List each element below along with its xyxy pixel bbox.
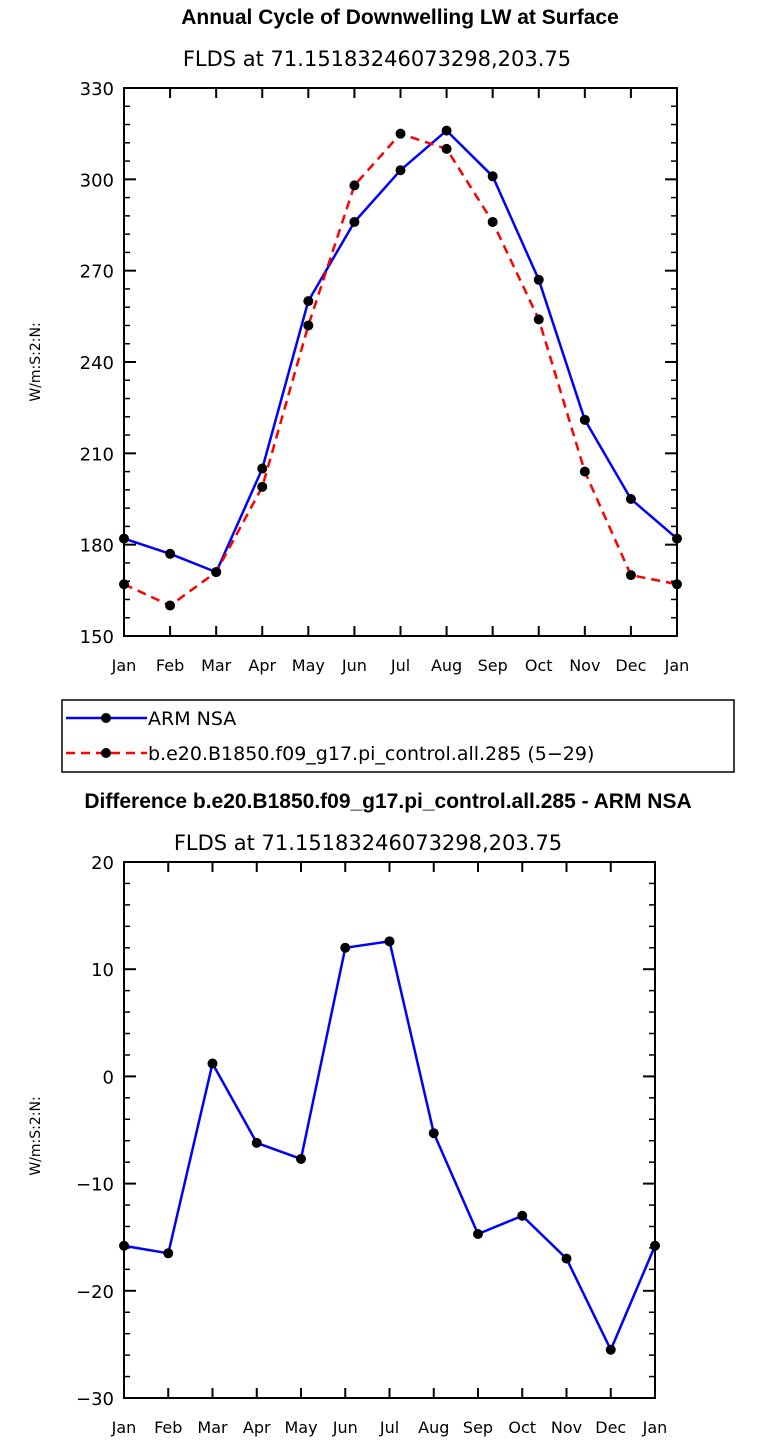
legend-label-model: b.e20.B1850.f09_g17.pi_control.all.285 (… (148, 743, 594, 765)
chart1-series-1-point (672, 579, 682, 590)
chart1-series-0-point (395, 165, 406, 176)
legend-entry-model: b.e20.B1850.f09_g17.pi_control.all.285 (… (66, 743, 594, 765)
chart1-ylabel: W/m:S:2:N: (28, 322, 44, 401)
chart2-xtick-label: Apr (243, 1418, 271, 1437)
chart1-ytick-label: 210 (80, 444, 114, 465)
chart1-ytick-label: 240 (80, 353, 114, 374)
chart2-ytick-label: 0 (103, 1067, 114, 1088)
legend-marker-arm-nsa (101, 713, 111, 723)
chart2-xtick-label: Feb (154, 1418, 182, 1437)
chart2-ytick-label: −10 (76, 1175, 114, 1196)
chart2-xtick-label: Mar (197, 1418, 228, 1437)
chart2-series-0-point (340, 942, 351, 953)
chart1-ytick-label: 330 (80, 79, 114, 100)
chart1-xtick-label: May (292, 656, 325, 675)
legend-marker-model (101, 748, 111, 758)
chart1-subtitle: FLDS at 71.15183246073298,203.75 (183, 47, 571, 71)
chart1-series-1-point (257, 481, 268, 492)
chart2-series-0-point (561, 1253, 572, 1264)
chart2-xtick-label: Dec (595, 1418, 626, 1437)
legend-entry-arm-nsa: ARM NSA (66, 708, 236, 730)
chart1-xtick-label: Dec (615, 656, 646, 675)
chart2-subtitle: FLDS at 71.15183246073298,203.75 (174, 831, 562, 855)
chart2-xtick-label: Sep (463, 1418, 493, 1437)
chart1-xtick-label: Apr (248, 656, 276, 675)
chart1-series-1-point (441, 143, 452, 154)
chart2-xtick-label: Oct (508, 1418, 536, 1437)
chart2-series-0-point (207, 1058, 218, 1069)
chart1-xtick-label: Jul (390, 656, 410, 675)
chart2-series-0-point (119, 1240, 129, 1251)
chart1-series-1-point (625, 570, 636, 581)
chart1-series-0-point (165, 548, 176, 559)
chart1-series-1-point (349, 180, 360, 191)
chart2-ytick-label: −20 (76, 1282, 114, 1303)
chart1-series-0-point (579, 414, 590, 425)
chart1-series-0-point (303, 296, 314, 307)
chart2-title: Difference b.e20.B1850.f09_g17.pi_contro… (84, 790, 691, 813)
chart1-series-1-point (303, 320, 314, 331)
chart2-xtick-label: Jun (332, 1418, 358, 1437)
chart1-ytick-label: 300 (80, 170, 114, 191)
chart1-xtick-label: Oct (525, 656, 553, 675)
chart2-series-0-point (296, 1153, 306, 1164)
chart1-series-0-point (349, 216, 360, 227)
chart1-series-1-point (211, 567, 222, 578)
chart1-series-0-point (119, 533, 129, 544)
chart2-series-0-point (384, 936, 395, 947)
chart1-title: Annual Cycle of Downwelling LW at Surfac… (181, 6, 619, 29)
chart1-ytick-label: 270 (80, 262, 114, 283)
chart1-series-1-point (119, 579, 129, 590)
chart1-plot: 150 180 210 240 270 300 330 Jan Feb Mar Apr May Jun J… (80, 79, 690, 675)
chart1-xtick-label: Nov (569, 656, 600, 675)
chart1-xtick-label: Jun (341, 656, 367, 675)
chart2-xtick-label: Jan (642, 1418, 668, 1437)
chart1-series-line-0 (123, 129, 678, 574)
chart2-series-0-point (605, 1344, 616, 1355)
chart1-series-0-point (441, 125, 452, 136)
chart2-xtick-label: Jan (111, 1418, 137, 1437)
chart1-series-1-point (487, 216, 498, 227)
chart2-xtick-label: Jul (379, 1418, 399, 1437)
chart1-series-0-point (257, 463, 268, 474)
chart2-ytick-label: 20 (91, 853, 114, 874)
chart2-xtick-label: May (284, 1418, 317, 1437)
chart2-xtick-label: Nov (551, 1418, 582, 1437)
chart1-series-1-point (165, 600, 176, 611)
chart2-series-line-0 (123, 940, 657, 1352)
chart1-series-1-point (395, 128, 406, 139)
chart1-xtick-label: Jan (664, 656, 690, 675)
chart2-series-0-point (251, 1137, 262, 1148)
chart1-xtick-label: Mar (201, 656, 232, 675)
chart2-series-0-point (163, 1248, 174, 1259)
chart1-series-0-point (487, 171, 498, 182)
chart2-series-0-point (517, 1210, 528, 1221)
chart2-series-0-point (428, 1128, 439, 1139)
chart2-series-0-point (650, 1240, 660, 1251)
chart1-ytick-label: 180 (80, 536, 114, 557)
chart1-ytick-label: 150 (80, 627, 114, 648)
chart1-xtick-label: Jan (111, 656, 137, 675)
chart1-series-line-1 (123, 132, 678, 607)
chart2-ytick-label: −30 (76, 1389, 114, 1410)
chart2-xtick-label: Aug (418, 1418, 449, 1437)
chart1-series-0-point (672, 533, 682, 544)
chart2-ylabel: W/m:S:2:N: (28, 1096, 44, 1175)
legend-label-arm-nsa: ARM NSA (148, 708, 236, 730)
chart1-series-1-point (533, 314, 544, 325)
chart1-xtick-label: Feb (156, 656, 184, 675)
chart1-xtick-label: Sep (478, 656, 508, 675)
chart1-series-0-point (533, 274, 544, 285)
legend-box (61, 699, 735, 773)
chart2-ytick-label: 10 (91, 960, 114, 981)
chart1-series-0-point (625, 494, 636, 504)
chart1-legend: ARM NSA b.e20.B1850.f09_g17.pi_control.a… (61, 699, 735, 773)
chart1-series-1-point (579, 466, 590, 477)
chart2-plot: −30 −20 −10 0 10 20 Jan Feb Mar Apr May Jun Jul Aug Se… (76, 853, 667, 1437)
chart2-series-0-point (473, 1228, 483, 1239)
chart1-xtick-label: Aug (431, 656, 462, 675)
